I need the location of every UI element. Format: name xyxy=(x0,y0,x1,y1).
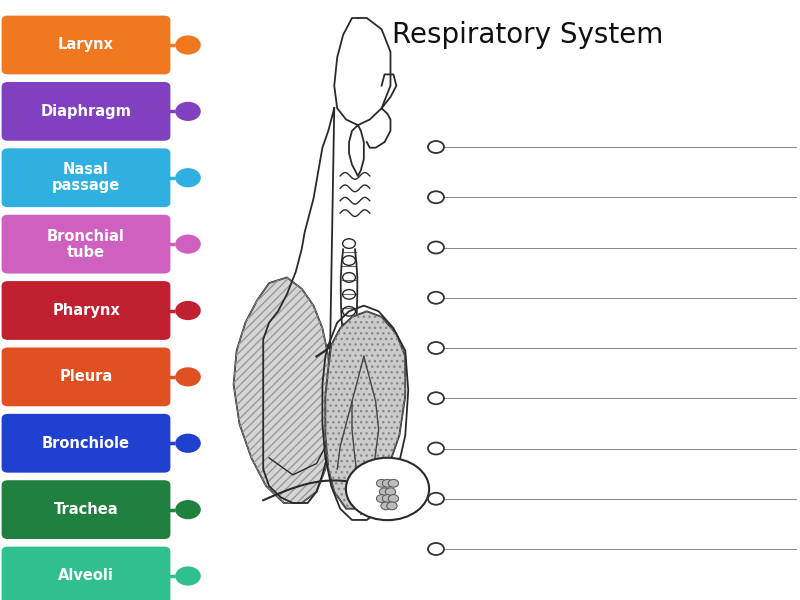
Circle shape xyxy=(175,367,201,386)
Circle shape xyxy=(379,488,390,496)
Text: Bronchial
tube: Bronchial tube xyxy=(47,229,125,260)
Circle shape xyxy=(428,543,444,555)
FancyBboxPatch shape xyxy=(2,414,170,473)
Circle shape xyxy=(342,256,355,265)
Circle shape xyxy=(175,301,201,320)
Text: Alveoli: Alveoli xyxy=(58,569,114,583)
Circle shape xyxy=(382,479,393,487)
Circle shape xyxy=(428,342,444,354)
Polygon shape xyxy=(326,311,406,509)
Circle shape xyxy=(386,502,397,510)
Circle shape xyxy=(342,239,355,248)
Circle shape xyxy=(428,392,444,404)
Circle shape xyxy=(428,443,444,455)
Circle shape xyxy=(388,494,398,502)
Circle shape xyxy=(376,494,386,502)
Circle shape xyxy=(175,168,201,187)
Circle shape xyxy=(175,35,201,55)
Text: Respiratory System: Respiratory System xyxy=(392,21,664,49)
Circle shape xyxy=(428,493,444,505)
Text: Diaphragm: Diaphragm xyxy=(41,104,131,119)
Circle shape xyxy=(175,434,201,453)
Circle shape xyxy=(342,272,355,282)
Circle shape xyxy=(382,494,393,502)
Circle shape xyxy=(175,566,201,586)
FancyBboxPatch shape xyxy=(2,281,170,340)
FancyBboxPatch shape xyxy=(2,547,170,600)
Circle shape xyxy=(376,479,386,487)
Text: Larynx: Larynx xyxy=(58,37,114,52)
Text: Trachea: Trachea xyxy=(54,502,118,517)
Circle shape xyxy=(346,458,429,520)
FancyBboxPatch shape xyxy=(2,480,170,539)
Circle shape xyxy=(428,292,444,304)
Circle shape xyxy=(428,141,444,153)
Circle shape xyxy=(342,307,355,316)
Text: Bronchiole: Bronchiole xyxy=(42,436,130,451)
FancyBboxPatch shape xyxy=(2,82,170,141)
Polygon shape xyxy=(234,277,331,503)
Circle shape xyxy=(381,502,391,510)
Circle shape xyxy=(428,191,444,203)
Circle shape xyxy=(342,290,355,299)
FancyBboxPatch shape xyxy=(2,16,170,74)
Text: Pharynx: Pharynx xyxy=(52,303,120,318)
Circle shape xyxy=(428,241,444,253)
Circle shape xyxy=(175,500,201,519)
Circle shape xyxy=(175,102,201,121)
FancyBboxPatch shape xyxy=(2,148,170,207)
Circle shape xyxy=(388,479,398,487)
Text: Pleura: Pleura xyxy=(59,370,113,385)
FancyBboxPatch shape xyxy=(2,347,170,406)
Text: Nasal
passage: Nasal passage xyxy=(52,162,120,193)
Circle shape xyxy=(175,235,201,254)
FancyBboxPatch shape xyxy=(2,215,170,274)
Circle shape xyxy=(386,488,396,496)
